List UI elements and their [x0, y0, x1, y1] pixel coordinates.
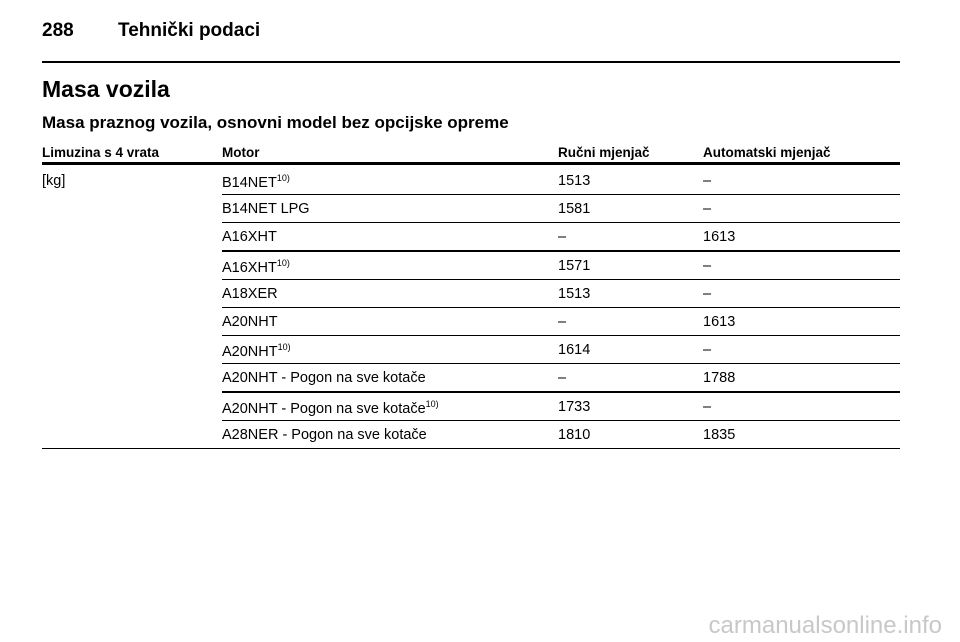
- footnote: 10): [276, 173, 290, 183]
- automatic: 1835: [703, 426, 736, 443]
- motor: A18XER: [222, 286, 278, 302]
- row-rule: [42, 447, 900, 449]
- footnote: 10): [425, 398, 439, 409]
- section-title: Tehnički podaci: [118, 20, 261, 41]
- motor: B14NET LPG: [222, 201, 310, 217]
- motor-name: A16XHT: [222, 259, 277, 276]
- automatic: –: [703, 342, 712, 359]
- unit: [kg]: [42, 173, 66, 189]
- motor-name: A16XHT: [222, 229, 277, 246]
- column-header: Motor: [222, 145, 260, 160]
- motor-name: B14NET: [222, 175, 277, 191]
- footnote: 10): [277, 342, 291, 353]
- column-header: Limuzina s 4 vrata: [42, 145, 160, 160]
- row-rule: [222, 250, 900, 252]
- row-rule: [222, 222, 900, 224]
- automatic: –: [703, 173, 712, 189]
- header-rule: [42, 162, 900, 165]
- row-rule: [222, 278, 900, 280]
- automatic: –: [703, 257, 712, 274]
- manual: 1571: [558, 257, 591, 274]
- automatic: –: [703, 398, 712, 415]
- row-rule: [222, 419, 900, 421]
- subtitle: Masa praznog vozila, osnovni model bez o…: [42, 113, 509, 132]
- watermark: carmanualsonline.info: [708, 612, 942, 639]
- automatic: –: [703, 285, 712, 302]
- row-rule: [222, 335, 900, 337]
- motor-name: A18XER: [222, 285, 278, 302]
- manual: 1513: [558, 173, 591, 189]
- automatic: –: [703, 201, 712, 218]
- motor: A28NER - Pogon na sve kotače: [222, 427, 427, 443]
- motor: A16XHT: [222, 229, 277, 245]
- automatic: 1788: [703, 370, 736, 387]
- row-rule: [222, 363, 900, 365]
- motor: A20NHT - Pogon na sve kotače10): [222, 399, 439, 417]
- motor: A20NHT10): [222, 342, 291, 360]
- automatic: 1613: [703, 314, 736, 330]
- row-rule: [222, 194, 900, 196]
- row-rule: [222, 391, 900, 393]
- manual: 1581: [558, 201, 591, 218]
- motor-name: A28NER - Pogon na sve kotače: [222, 426, 427, 443]
- title: Masa vozila: [42, 76, 170, 102]
- manual: –: [558, 229, 567, 246]
- manual: –: [558, 370, 567, 387]
- column-header: Ručni mjenjač: [558, 145, 650, 160]
- manual: 1810: [558, 426, 591, 443]
- motor: A20NHT: [222, 314, 278, 330]
- manual: 1513: [558, 285, 591, 302]
- column-header: Automatski mjenjač: [703, 145, 831, 160]
- motor: A16XHT10): [222, 258, 290, 276]
- footnote: 10): [276, 257, 290, 268]
- row-rule: [222, 306, 900, 308]
- motor: B14NET10): [222, 173, 290, 191]
- motor-name: A20NHT - Pogon na sve kotače: [222, 400, 426, 417]
- page-number: 288: [42, 20, 74, 41]
- motor-name: B14NET LPG: [222, 201, 310, 218]
- automatic: 1613: [703, 229, 736, 246]
- manual: –: [558, 314, 567, 330]
- motor: A20NHT - Pogon na sve kotače: [222, 370, 426, 386]
- motor-name: A20NHT - Pogon na sve kotače: [222, 370, 426, 387]
- motor-name: A20NHT: [222, 344, 278, 361]
- header-rule: [42, 61, 900, 63]
- manual: 1733: [558, 398, 591, 415]
- manual: 1614: [558, 342, 591, 359]
- motor-name: A20NHT: [222, 314, 278, 330]
